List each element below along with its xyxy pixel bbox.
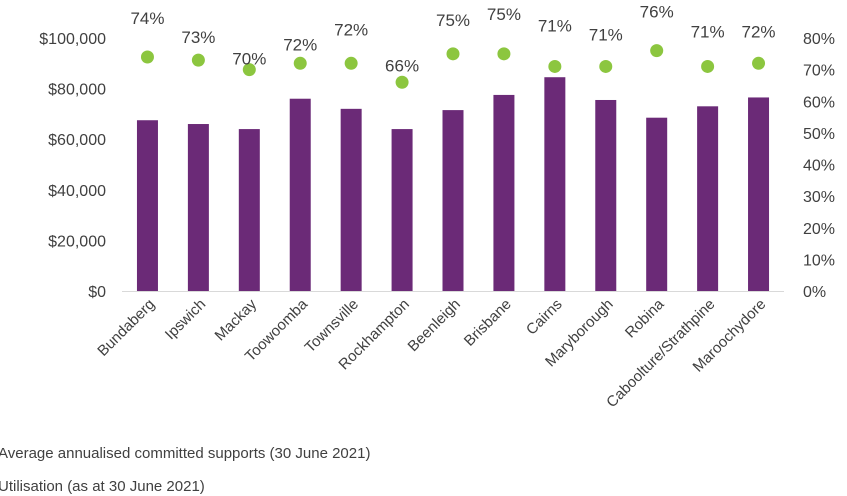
y-left-tick-label: $40,000 — [48, 183, 106, 200]
bar — [289, 98, 311, 291]
bar-series — [136, 77, 770, 292]
category-label: Brisbane — [461, 296, 515, 350]
y-left-tick-label: $0 — [88, 284, 106, 301]
utilisation-label: 75% — [487, 5, 521, 24]
y-right-tick-label: 80% — [803, 31, 835, 48]
utilisation-dot — [446, 47, 460, 61]
bar — [595, 99, 617, 291]
utilisation-dot — [344, 56, 358, 70]
y-right-tick-label: 10% — [803, 252, 835, 269]
bar — [646, 117, 668, 291]
y-left-tick-label: $80,000 — [48, 82, 106, 99]
category-label: Ipswich — [162, 296, 209, 343]
y-axis-left: $0 $20,000 $40,000 $60,000 $80,000 $100,000 — [39, 31, 106, 301]
legend-entry-bars: Average annualised committed supports (3… — [0, 445, 370, 462]
bar — [391, 129, 413, 291]
y-right-tick-label: 70% — [803, 63, 835, 80]
bar — [493, 94, 515, 291]
utilisation-dot — [599, 59, 613, 73]
utilisation-label: 66% — [385, 56, 419, 75]
bar — [238, 129, 260, 291]
category-label: Robina — [622, 295, 668, 341]
bar — [697, 106, 719, 291]
y-left-tick-label: $100,000 — [39, 31, 106, 48]
y-right-tick-label: 0% — [803, 284, 826, 301]
utilisation-dot — [701, 59, 715, 73]
category-labels: Bundaberg Ipswich MackayToowoombaTownsvill… — [94, 295, 769, 411]
utilisation-dot — [548, 59, 562, 73]
bar — [340, 108, 362, 291]
y-right-tick-label: 20% — [803, 221, 835, 238]
bar — [748, 97, 770, 291]
y-right-tick-label: 50% — [803, 126, 835, 143]
utilisation-label: 71% — [589, 25, 623, 44]
y-right-tick-label: 60% — [803, 94, 835, 111]
dot-series: 74% 73% 70% 72% 72% 66% 75% 75% 71% 71% 76% 71% 72% — [130, 3, 776, 89]
utilisation-dot — [752, 56, 766, 70]
category-label: Mackay — [212, 295, 261, 344]
legend: Average annualised committed supports (3… — [0, 445, 370, 495]
utilisation-dot — [650, 44, 664, 58]
category-label: Beenleigh — [405, 296, 464, 355]
utilisation-label: 76% — [640, 3, 674, 22]
utilisation-label: 72% — [283, 35, 317, 54]
utilisation-label: 75% — [436, 11, 470, 30]
utilisation-label: 71% — [691, 22, 725, 41]
utilisation-dot — [191, 53, 205, 67]
y-axis-right: 0% 10% 20% 30% 40% 50% 60% 70% 80% — [803, 31, 835, 301]
utilisation-dot — [395, 75, 409, 89]
bar — [187, 124, 209, 292]
legend-entry-dots: Utilisation (as at 30 June 2021) — [0, 478, 205, 495]
utilisation-dot — [242, 63, 256, 77]
bar — [544, 77, 566, 291]
utilisation-label: 72% — [742, 22, 776, 41]
utilisation-dot — [140, 50, 154, 64]
utilisation-label: 73% — [181, 28, 215, 47]
utilisation-label: 72% — [334, 20, 368, 39]
category-label: Bundaberg — [94, 296, 158, 360]
utilisation-dot — [497, 47, 511, 61]
utilisation-label: 74% — [130, 9, 164, 28]
utilisation-label: 70% — [232, 50, 266, 69]
utilisation-label: 71% — [538, 16, 572, 35]
y-left-tick-label: $60,000 — [48, 132, 106, 149]
bar — [442, 110, 464, 291]
category-label: Cairns — [523, 296, 566, 339]
utilisation-dot — [293, 56, 307, 70]
y-right-tick-label: 30% — [803, 189, 835, 206]
bar — [136, 120, 158, 291]
y-right-tick-label: 40% — [803, 158, 835, 175]
y-left-tick-label: $20,000 — [48, 233, 106, 250]
